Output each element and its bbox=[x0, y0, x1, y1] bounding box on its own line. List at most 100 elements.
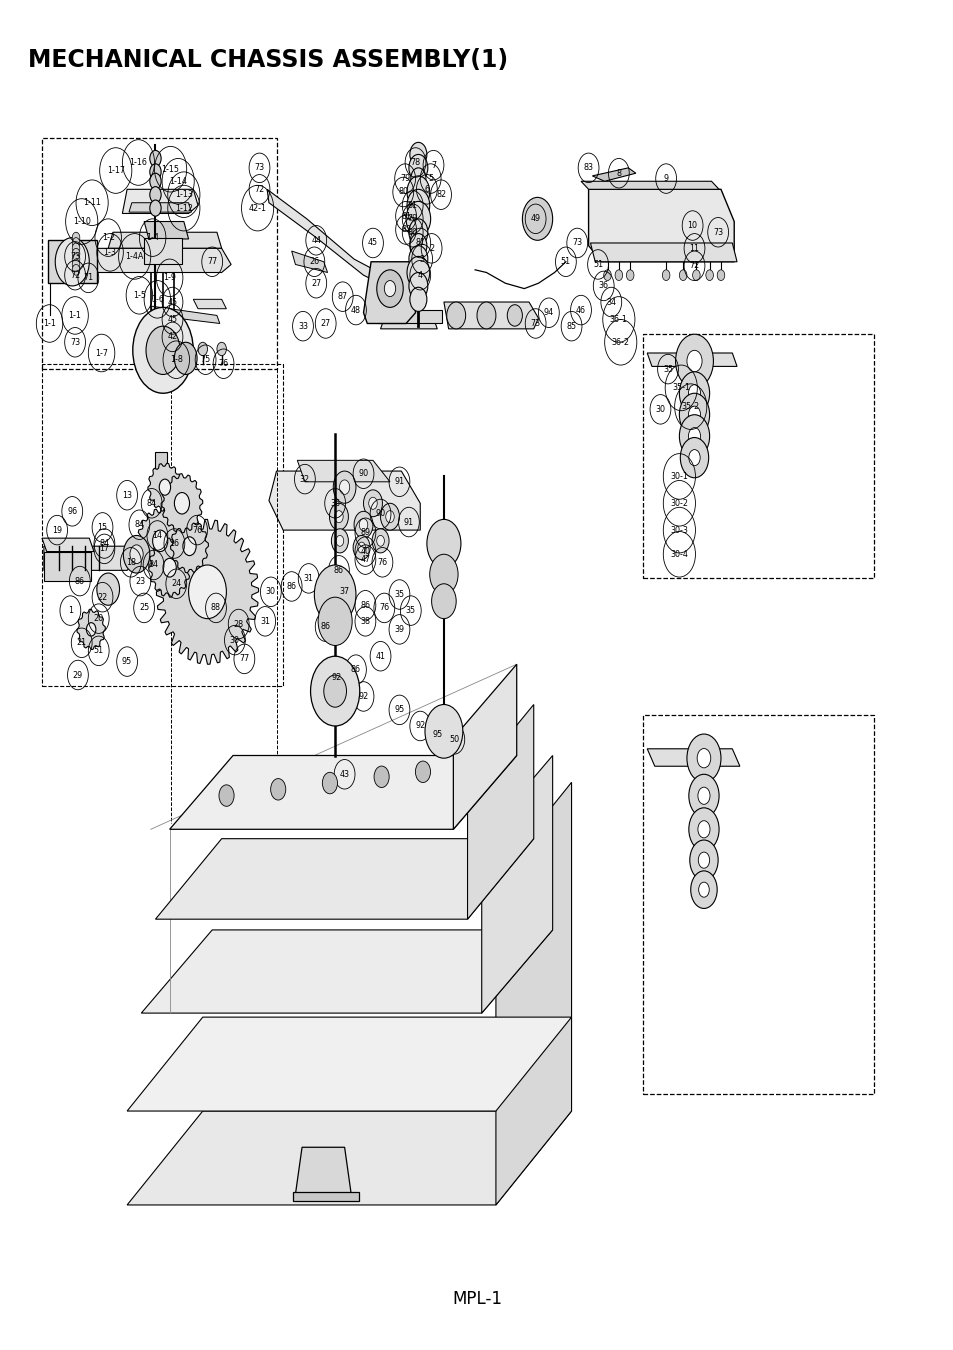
Circle shape bbox=[150, 150, 161, 166]
Circle shape bbox=[72, 243, 80, 254]
Circle shape bbox=[72, 265, 80, 275]
Circle shape bbox=[409, 273, 427, 300]
Text: 43: 43 bbox=[339, 769, 349, 779]
Text: 35-2: 35-2 bbox=[681, 402, 700, 412]
Text: 32: 32 bbox=[299, 475, 310, 483]
Polygon shape bbox=[496, 783, 571, 1206]
Text: 79: 79 bbox=[407, 215, 417, 223]
Circle shape bbox=[615, 270, 622, 281]
Circle shape bbox=[219, 784, 233, 806]
Text: 96: 96 bbox=[67, 506, 77, 516]
Text: 1-16: 1-16 bbox=[130, 158, 147, 167]
Text: 40: 40 bbox=[360, 547, 370, 556]
Text: 13: 13 bbox=[122, 490, 132, 500]
Polygon shape bbox=[646, 749, 740, 767]
Circle shape bbox=[333, 471, 355, 504]
Circle shape bbox=[311, 656, 359, 726]
Bar bbox=[642, 716, 873, 1094]
Text: 42: 42 bbox=[168, 332, 177, 342]
Polygon shape bbox=[149, 539, 191, 597]
Polygon shape bbox=[363, 262, 416, 324]
Circle shape bbox=[717, 270, 724, 281]
Text: 45: 45 bbox=[368, 239, 377, 247]
Polygon shape bbox=[127, 1111, 571, 1206]
Text: 45: 45 bbox=[168, 315, 177, 324]
Text: 27: 27 bbox=[311, 278, 321, 288]
Circle shape bbox=[322, 772, 337, 794]
Text: 81: 81 bbox=[415, 239, 425, 247]
Text: 30: 30 bbox=[655, 405, 665, 414]
Circle shape bbox=[679, 371, 709, 414]
Text: 73: 73 bbox=[572, 239, 581, 247]
Circle shape bbox=[690, 871, 717, 909]
Circle shape bbox=[198, 343, 207, 355]
Text: 1-15: 1-15 bbox=[161, 165, 179, 174]
Circle shape bbox=[329, 504, 348, 531]
Text: 10: 10 bbox=[687, 221, 697, 230]
Circle shape bbox=[698, 882, 708, 898]
Circle shape bbox=[72, 259, 80, 270]
Polygon shape bbox=[467, 705, 533, 919]
Text: 72: 72 bbox=[254, 185, 264, 194]
Polygon shape bbox=[292, 251, 327, 273]
Bar bbox=[42, 363, 283, 686]
Circle shape bbox=[369, 497, 376, 509]
Polygon shape bbox=[588, 189, 734, 262]
Text: 49: 49 bbox=[530, 215, 540, 223]
Text: 30-3: 30-3 bbox=[670, 525, 687, 535]
Text: 1-8: 1-8 bbox=[170, 355, 183, 364]
Polygon shape bbox=[141, 930, 552, 1012]
Polygon shape bbox=[129, 202, 192, 212]
Circle shape bbox=[363, 490, 382, 517]
Text: 26: 26 bbox=[309, 258, 319, 266]
Text: 1-1: 1-1 bbox=[43, 319, 56, 328]
Text: 1: 1 bbox=[68, 606, 72, 616]
Text: 1-14: 1-14 bbox=[169, 177, 187, 186]
Text: 14: 14 bbox=[152, 531, 162, 540]
Circle shape bbox=[354, 512, 373, 539]
Circle shape bbox=[698, 821, 709, 838]
Circle shape bbox=[323, 675, 346, 707]
Text: 3: 3 bbox=[419, 255, 424, 263]
Polygon shape bbox=[122, 189, 198, 213]
Text: 4: 4 bbox=[417, 271, 422, 279]
Text: 1-2: 1-2 bbox=[102, 234, 114, 242]
Polygon shape bbox=[481, 756, 552, 1012]
Text: 71: 71 bbox=[83, 273, 93, 282]
Text: 72: 72 bbox=[70, 271, 80, 279]
Polygon shape bbox=[144, 221, 189, 239]
Text: 36: 36 bbox=[598, 281, 608, 290]
Circle shape bbox=[426, 520, 460, 567]
Bar bbox=[642, 335, 873, 578]
Text: 36-2: 36-2 bbox=[611, 338, 629, 347]
Polygon shape bbox=[77, 609, 105, 649]
Text: 33: 33 bbox=[297, 321, 308, 331]
Text: 84: 84 bbox=[99, 539, 110, 548]
Polygon shape bbox=[156, 520, 258, 664]
Text: 21: 21 bbox=[76, 639, 87, 647]
Text: 1-10: 1-10 bbox=[72, 217, 91, 225]
Circle shape bbox=[410, 142, 426, 166]
Text: 35: 35 bbox=[394, 590, 404, 599]
Text: 77: 77 bbox=[207, 258, 217, 266]
Polygon shape bbox=[269, 471, 420, 531]
Polygon shape bbox=[293, 1192, 358, 1202]
Circle shape bbox=[174, 493, 190, 514]
Text: 86: 86 bbox=[74, 576, 85, 586]
Text: 86: 86 bbox=[351, 666, 360, 674]
Circle shape bbox=[130, 545, 143, 564]
Circle shape bbox=[72, 248, 80, 259]
Circle shape bbox=[72, 238, 80, 248]
Text: 35-1: 35-1 bbox=[672, 383, 690, 393]
Circle shape bbox=[679, 437, 708, 478]
Text: 84: 84 bbox=[147, 498, 156, 508]
Circle shape bbox=[409, 154, 427, 181]
Text: 73: 73 bbox=[254, 163, 264, 173]
Polygon shape bbox=[170, 756, 517, 829]
Circle shape bbox=[688, 807, 719, 850]
Circle shape bbox=[335, 536, 343, 547]
Text: 6: 6 bbox=[424, 185, 429, 194]
Text: 7: 7 bbox=[431, 161, 436, 170]
Text: 86: 86 bbox=[286, 582, 296, 591]
Text: 92: 92 bbox=[415, 721, 425, 730]
